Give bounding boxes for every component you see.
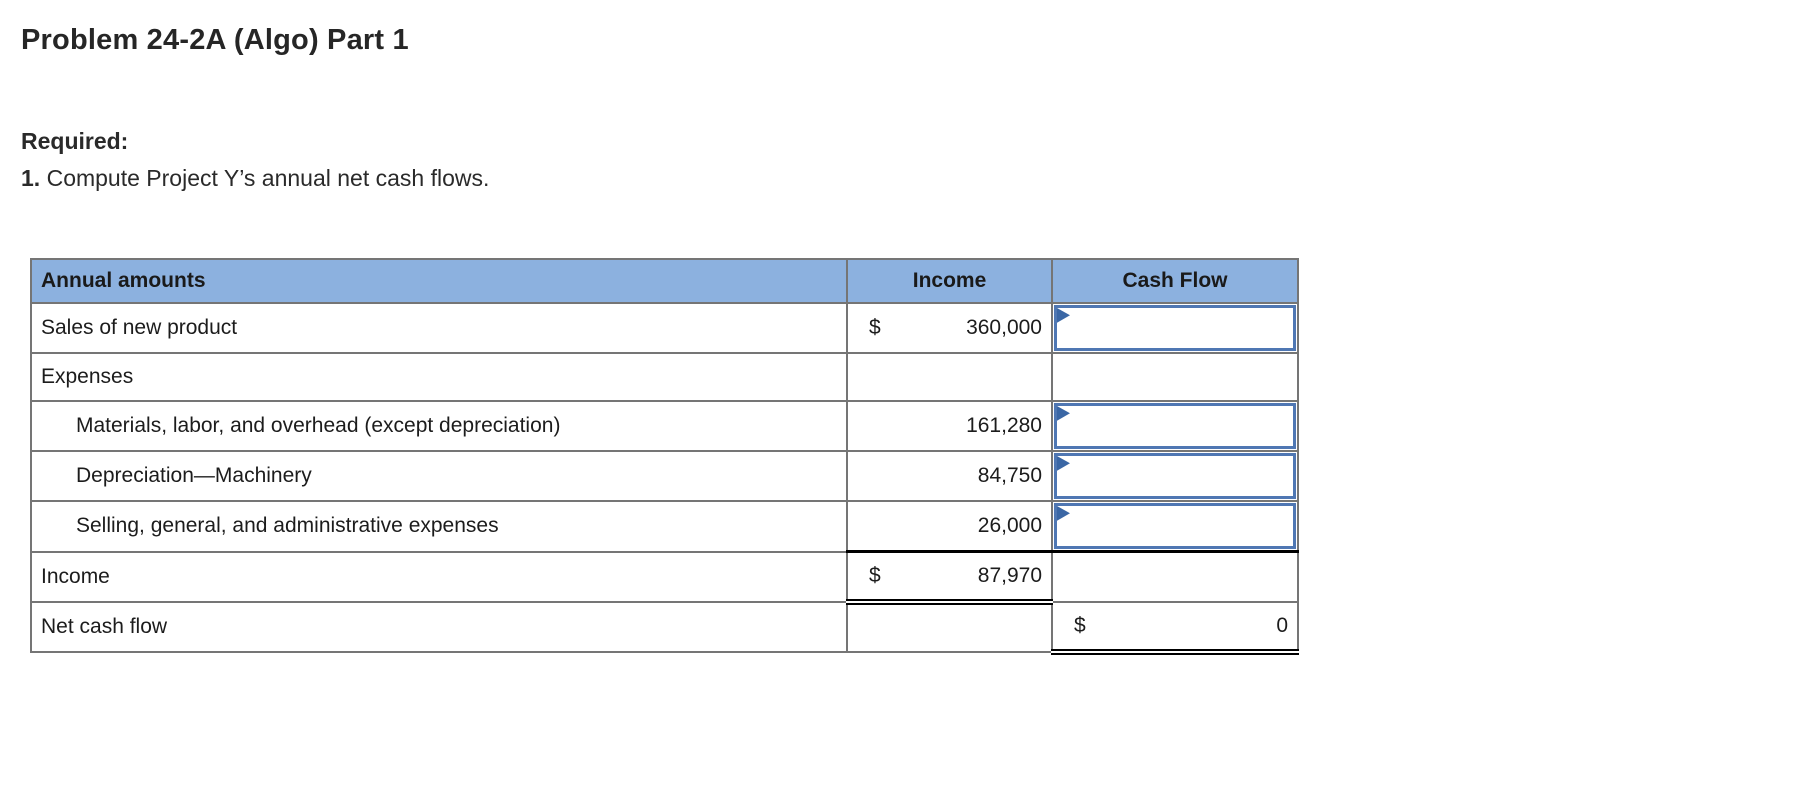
income-cell-net	[846, 601, 1053, 653]
table-row: Selling, general, and administrative exp…	[30, 500, 1299, 553]
header-cash-flow: Cash Flow	[1051, 258, 1299, 304]
income-cell-expenses	[846, 352, 1053, 402]
cash-flow-cell-expenses	[1051, 352, 1299, 402]
row-label-selling: Selling, general, and administrative exp…	[30, 500, 848, 553]
cash-flow-input-depreciation[interactable]	[1054, 453, 1296, 499]
cash-flow-input-selling[interactable]	[1054, 503, 1296, 549]
income-value: 161,280	[966, 414, 1042, 437]
currency-symbol: $	[869, 316, 881, 339]
cell-flag-icon	[1057, 456, 1070, 471]
income-value: 87,970	[977, 564, 1042, 587]
table-row: Income $ 87,970	[30, 550, 1299, 605]
row-label-net-cash-flow: Net cash flow	[30, 601, 848, 653]
instruction-text: 1. Compute Project Y’s annual net cash f…	[21, 165, 489, 192]
income-cell-income-total: $ 87,970	[846, 550, 1053, 605]
cash-flow-cell-selling	[1051, 500, 1299, 553]
cell-flag-icon	[1057, 506, 1070, 521]
income-value: 84,750	[977, 464, 1042, 487]
cash-flow-cell-depreciation	[1051, 450, 1299, 502]
row-label-sales: Sales of new product	[30, 302, 848, 354]
cash-flow-input-sales[interactable]	[1054, 305, 1296, 351]
table-row: Depreciation—Machinery 84,750	[30, 450, 1299, 502]
row-label-depreciation: Depreciation—Machinery	[30, 450, 848, 502]
income-value: 360,000	[966, 316, 1042, 339]
row-label-income: Income	[30, 550, 848, 603]
header-income: Income	[846, 258, 1053, 304]
income-cell-materials: 161,280	[846, 400, 1053, 452]
instruction-body: Compute Project Y’s annual net cash flow…	[46, 165, 490, 191]
cell-flag-icon	[1057, 406, 1070, 421]
net-cash-flow-value: 0	[1276, 614, 1288, 637]
cash-flow-input-materials[interactable]	[1054, 403, 1296, 449]
instruction-number: 1.	[21, 165, 41, 191]
currency-symbol: $	[1074, 614, 1086, 637]
cash-flow-cell-income	[1051, 550, 1299, 603]
row-label-materials: Materials, labor, and overhead (except d…	[30, 400, 848, 452]
cash-flow-cell-sales	[1051, 302, 1299, 354]
table-row: Sales of new product $ 360,000	[30, 302, 1299, 354]
income-cell-depreciation: 84,750	[846, 450, 1053, 502]
table-row: Materials, labor, and overhead (except d…	[30, 400, 1299, 452]
income-cell-sales: $ 360,000	[846, 302, 1053, 354]
net-cash-flows-table: Annual amounts Income Cash Flow Sales of…	[30, 258, 1299, 655]
income-cell-selling: 26,000	[846, 500, 1053, 553]
table-row: Expenses	[30, 352, 1299, 402]
page-title: Problem 24-2A (Algo) Part 1	[21, 24, 409, 56]
required-label: Required:	[21, 128, 129, 154]
header-annual-amounts: Annual amounts	[30, 258, 848, 304]
table-header-row: Annual amounts Income Cash Flow	[30, 258, 1299, 304]
income-value: 26,000	[977, 514, 1042, 537]
net-cash-flow-total-cell: $ 0	[1051, 601, 1299, 655]
row-label-expenses: Expenses	[30, 352, 848, 402]
cash-flow-cell-materials	[1051, 400, 1299, 452]
currency-symbol: $	[869, 564, 881, 587]
table-row: Net cash flow $ 0	[30, 601, 1299, 655]
cell-flag-icon	[1057, 308, 1070, 323]
